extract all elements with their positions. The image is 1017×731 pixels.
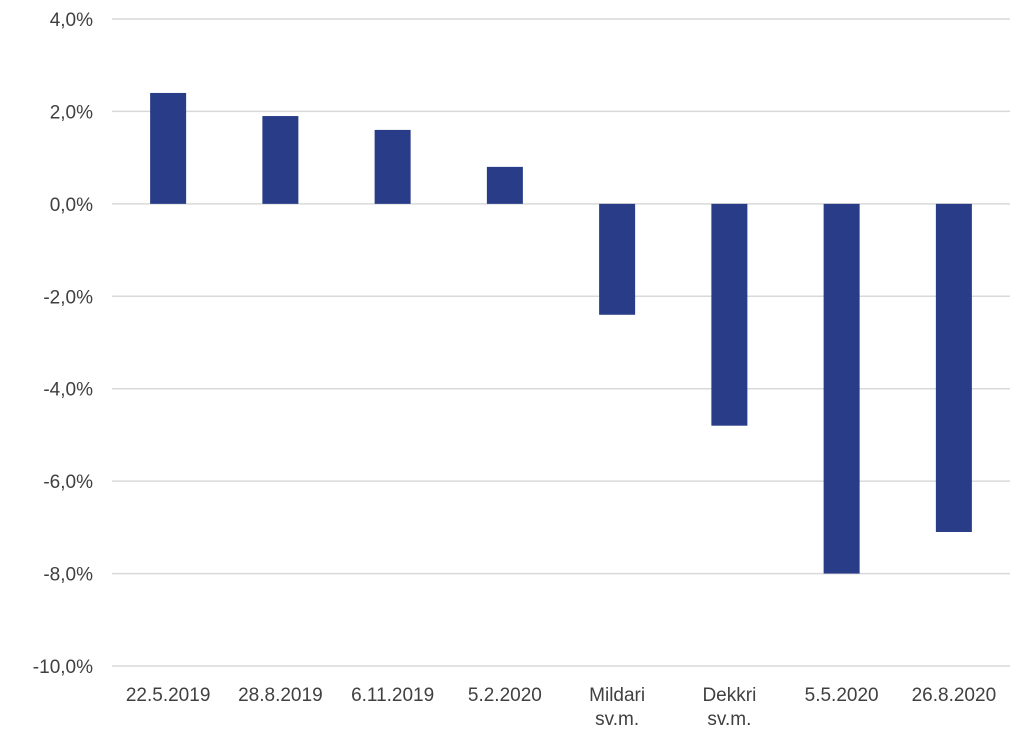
- x-category-label: 6.11.2019: [351, 685, 434, 706]
- bar: [374, 129, 411, 204]
- y-tick-label: 2,0%: [50, 102, 93, 123]
- bar: [935, 203, 972, 532]
- y-tick-label: -6,0%: [43, 472, 93, 493]
- bars: [150, 92, 972, 574]
- bar: [823, 203, 860, 574]
- x-axis-category-labels: 22.5.2019 28.8.2019 6.11.2019 5.2.2020 Milda…: [126, 685, 996, 730]
- gridlines: [112, 18, 1010, 667]
- x-category-label: 5.5.2020: [805, 685, 879, 706]
- y-tick-label: -4,0%: [43, 380, 93, 401]
- x-category-label: 26.8.2020: [912, 685, 997, 706]
- y-tick-label: -10,0%: [33, 657, 93, 678]
- x-category-label: 28.8.2019: [238, 685, 323, 706]
- y-tick-label: -8,0%: [43, 565, 93, 586]
- bar: [486, 166, 523, 204]
- bar: [711, 203, 748, 426]
- y-tick-label: 4,0%: [50, 10, 93, 31]
- bar: [262, 116, 299, 204]
- y-tick-label: 0,0%: [50, 195, 93, 216]
- x-category-label: Mildari sv.m.: [589, 685, 645, 730]
- y-axis-tick-labels: 4,0% 2,0% 0,0% -2,0% -4,0% -6,0% -8,0% -10,0%: [33, 10, 93, 678]
- x-category-label: Dekkri sv.m.: [702, 685, 756, 730]
- x-category-label: 5.2.2020: [468, 685, 542, 706]
- x-category-label: 22.5.2019: [126, 685, 211, 706]
- bar: [150, 92, 187, 204]
- bar: [599, 203, 636, 315]
- y-tick-label: -2,0%: [43, 287, 93, 308]
